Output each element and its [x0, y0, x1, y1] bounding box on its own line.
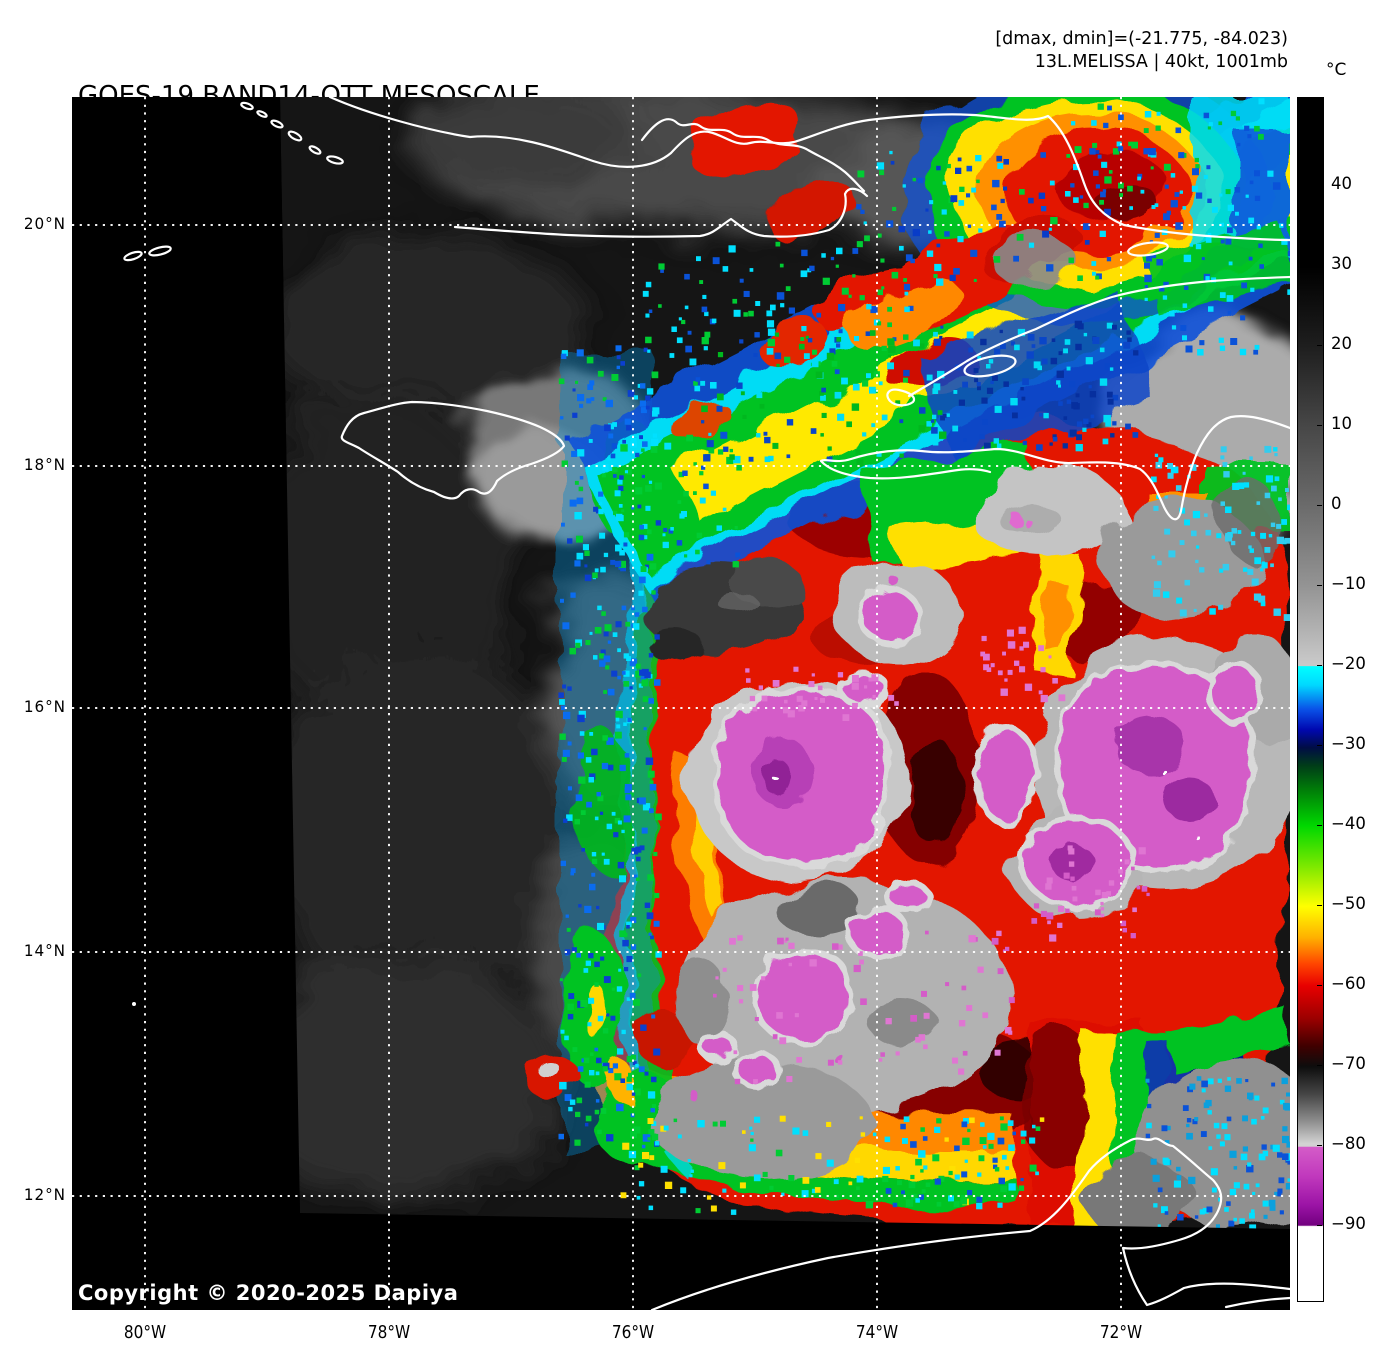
y-axis-label: 18°N: [23, 455, 66, 474]
colorbar-tick-mark: [1317, 905, 1322, 906]
colorbar-tick-mark: [1317, 1145, 1322, 1146]
x-axis-label: 72°W: [1099, 1322, 1143, 1343]
colorbar-tick-mark: [1317, 345, 1322, 346]
x-axis-label: 74°W: [855, 1322, 899, 1343]
y-axis-label: 12°N: [23, 1185, 66, 1204]
grid-layer: [72, 97, 1290, 1310]
colorbar-tick-label: 0: [1331, 494, 1342, 513]
x-axis-label: 78°W: [367, 1322, 411, 1343]
colorbar-tick-label: −90: [1331, 1214, 1366, 1233]
speckle-noise-layer: [558, 98, 1290, 1232]
storm-color-layer: [526, 97, 1290, 1234]
x-axis-label: 76°W: [611, 1322, 655, 1343]
temperature-colorbar: [1297, 97, 1324, 1302]
colorbar-tick-mark: [1317, 665, 1322, 666]
coastline-layer: [123, 97, 1290, 1310]
colorbar-tick-mark: [1317, 585, 1322, 586]
colorbar-tick-mark: [1317, 985, 1322, 986]
dmax-dmin-readout: [dmax, dmin]=(-21.775, -84.023): [995, 29, 1288, 49]
colorbar-tick-label: −70: [1331, 1054, 1366, 1073]
y-axis-label: 14°N: [23, 941, 66, 960]
colorbar-tick-label: 10: [1331, 414, 1352, 433]
colorbar-tick-label: −60: [1331, 974, 1366, 993]
colorbar-tick-label: 20: [1331, 334, 1352, 353]
satellite-map-art: [72, 97, 1290, 1310]
y-axis-label: 20°N: [23, 214, 66, 233]
colorbar-tick-label: −20: [1331, 654, 1366, 673]
colorbar-tick-mark: [1317, 505, 1322, 506]
colorbar-tick-label: −30: [1331, 734, 1366, 753]
copyright-notice: Copyright © 2020-2025 Dapiya: [78, 1281, 459, 1305]
storm-info-line: 13L.MELISSA | 40kt, 1001mb: [1034, 52, 1288, 72]
y-axis-label: 16°N: [23, 697, 66, 716]
satellite-map: Copyright © 2020-2025 Dapiya: [72, 97, 1290, 1310]
colorbar-tick-label: −80: [1331, 1134, 1366, 1153]
colorbar-tick-mark: [1317, 825, 1322, 826]
colorbar-tick-mark: [1317, 425, 1322, 426]
colorbar-tick-mark: [1317, 1065, 1322, 1066]
colorbar-tick-mark: [1317, 745, 1322, 746]
colorbar-tick-label: 30: [1331, 254, 1352, 273]
page-title: GOES-19 BAND14-OTT MESOSCALE: [78, 81, 540, 111]
colorbar-unit-label: °C: [1326, 60, 1347, 80]
colorbar-tick-mark: [1317, 185, 1322, 186]
colorbar-tick-mark: [1317, 265, 1322, 266]
colorbar-tick-label: −50: [1331, 894, 1366, 913]
x-axis-label: 80°W: [123, 1322, 167, 1343]
colorbar-tick-label: 40: [1331, 174, 1352, 193]
colorbar-tick-mark: [1317, 1225, 1322, 1226]
magenta-cores-layer: [687, 513, 1264, 1099]
colorbar-tick-label: −10: [1331, 574, 1366, 593]
header-right: [dmax, dmin]=(-21.775, -84.023) 13L.MELI…: [995, 28, 1288, 74]
colorbar-tick-label: −40: [1331, 814, 1366, 833]
